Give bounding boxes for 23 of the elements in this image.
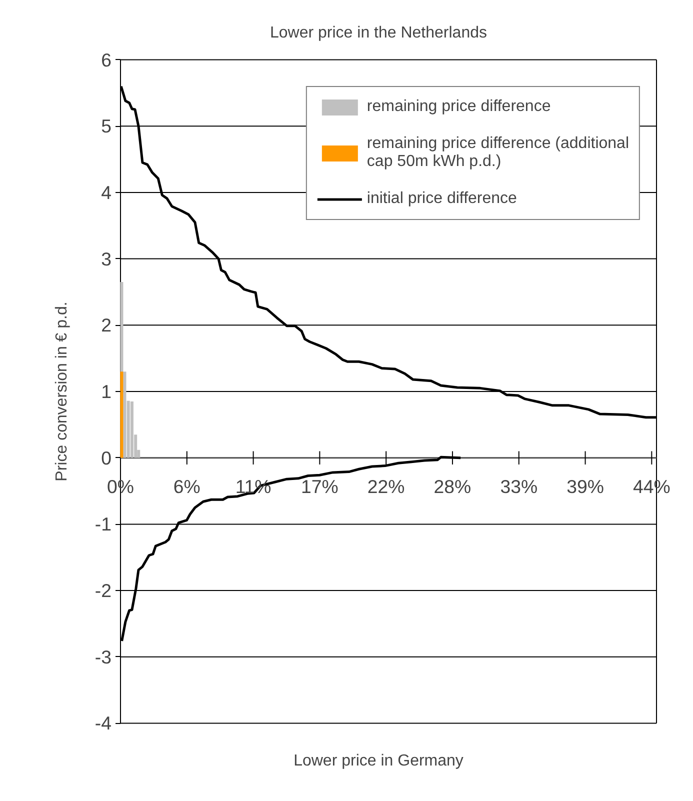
chart-title: Lower price in the Netherlands bbox=[270, 24, 488, 42]
y-tick-label: 0 bbox=[101, 447, 112, 468]
y-tick-label: 2 bbox=[101, 314, 112, 336]
y-tick-label: -3 bbox=[94, 646, 112, 668]
x-tick-label: 39% bbox=[566, 476, 604, 497]
y-tick-label: -2 bbox=[94, 580, 112, 602]
y-tick-label: 4 bbox=[101, 182, 112, 203]
legend-label: remaining price difference (additional cap 50m kWh p.d.) bbox=[366, 135, 629, 171]
x-tick-label: 6% bbox=[173, 476, 200, 497]
x-tick-label: 22% bbox=[367, 476, 405, 497]
legend-label: remaining price difference bbox=[366, 97, 551, 117]
y-tick-label: 6 bbox=[101, 49, 112, 70]
y-tick-label: -4 bbox=[94, 712, 112, 734]
x-tick-label: 17% bbox=[301, 476, 338, 497]
x-axis-title: Lower price in Germany bbox=[294, 752, 464, 770]
y-tick-label: 3 bbox=[101, 248, 112, 270]
y-axis-title: Price conversion in € p.d. bbox=[54, 302, 70, 482]
y-tick-label: 5 bbox=[101, 116, 112, 137]
x-tick-label: 28% bbox=[434, 476, 472, 497]
y-tick-label: 1 bbox=[101, 381, 112, 402]
legend-label: initial price difference bbox=[366, 189, 517, 209]
y-tick-label: -1 bbox=[94, 514, 112, 535]
x-tick-label: 33% bbox=[500, 476, 538, 497]
